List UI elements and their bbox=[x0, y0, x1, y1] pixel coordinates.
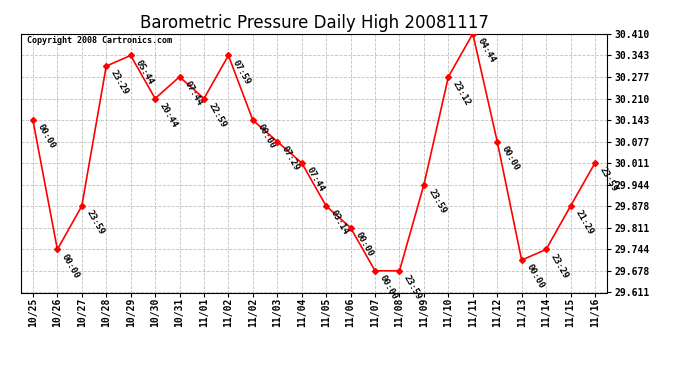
Text: 00:00: 00:00 bbox=[255, 123, 277, 151]
Text: 07:44: 07:44 bbox=[304, 166, 326, 194]
Text: 23:29: 23:29 bbox=[109, 69, 130, 97]
Text: 21:29: 21:29 bbox=[573, 209, 595, 237]
Text: 04:44: 04:44 bbox=[475, 36, 497, 64]
Text: 00:00: 00:00 bbox=[60, 252, 81, 280]
Text: Copyright 2008 Cartronics.com: Copyright 2008 Cartronics.com bbox=[26, 36, 172, 45]
Text: 00:00: 00:00 bbox=[36, 123, 57, 151]
Title: Barometric Pressure Daily High 20081117: Barometric Pressure Daily High 20081117 bbox=[139, 14, 489, 32]
Text: 07:44: 07:44 bbox=[182, 80, 204, 107]
Text: 23:59: 23:59 bbox=[426, 188, 448, 215]
Text: 07:29: 07:29 bbox=[280, 144, 302, 172]
Text: 23:59: 23:59 bbox=[402, 274, 424, 302]
Text: 23:29: 23:29 bbox=[549, 252, 570, 280]
Text: 00:00: 00:00 bbox=[524, 263, 546, 291]
Text: 23:12: 23:12 bbox=[451, 80, 473, 107]
Text: 20:44: 20:44 bbox=[158, 101, 179, 129]
Text: 07:59: 07:59 bbox=[231, 58, 253, 86]
Text: 23:59: 23:59 bbox=[85, 209, 106, 237]
Text: 00:00: 00:00 bbox=[500, 144, 521, 172]
Text: 00:00: 00:00 bbox=[378, 274, 399, 302]
Text: 03:14: 03:14 bbox=[329, 209, 351, 237]
Text: 22:59: 22:59 bbox=[207, 101, 228, 129]
Text: 00:00: 00:00 bbox=[353, 231, 375, 258]
Text: 23:59: 23:59 bbox=[598, 166, 619, 194]
Text: 05:44: 05:44 bbox=[133, 58, 155, 86]
